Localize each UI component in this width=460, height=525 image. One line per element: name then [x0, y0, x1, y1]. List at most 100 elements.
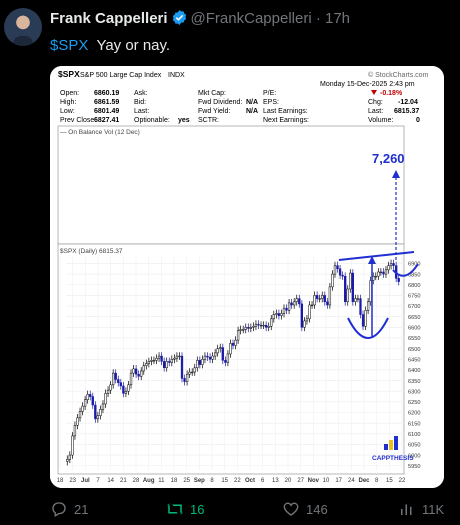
author-handle[interactable]: @FrankCappelleri: [190, 10, 312, 27]
candle-body: [285, 307, 288, 311]
candle-body: [392, 263, 395, 266]
candle-body: [295, 298, 298, 303]
y-tick-label: 6200: [408, 411, 420, 417]
candle-body: [236, 330, 240, 341]
cashtag-link[interactable]: $SPX: [50, 37, 89, 54]
candle-body: [196, 360, 199, 369]
candle-body: [173, 357, 176, 360]
handle-curve: [392, 263, 419, 277]
y-tick-label: 6350: [408, 379, 420, 385]
candle-body: [76, 417, 79, 426]
candle-body: [165, 361, 168, 369]
candle-body: [336, 265, 339, 270]
y-tick-label: 6000: [408, 453, 420, 459]
low-value: 6801.49: [94, 108, 119, 115]
candle-body: [137, 373, 140, 377]
candle-body: [211, 355, 214, 360]
candle-body: [275, 313, 278, 315]
candle-body: [163, 361, 166, 369]
y-tick-label: 6850: [408, 272, 420, 278]
sctr-label: SCTR:: [198, 117, 219, 124]
candle-body: [117, 379, 120, 383]
candle-body: [109, 384, 112, 391]
y-tick-label: 6250: [408, 400, 420, 406]
candle-body: [231, 343, 235, 346]
author-name[interactable]: Frank Cappelleri: [50, 10, 168, 27]
candle-body: [382, 271, 385, 275]
y-tick-label: 6650: [408, 315, 420, 321]
candle-body: [318, 298, 321, 300]
views-bar-chart-icon: [401, 504, 412, 515]
candle-body: [224, 360, 227, 363]
candle-body: [333, 265, 337, 275]
x-tick-label: 8: [210, 478, 214, 484]
candle-body: [229, 343, 232, 355]
x-tick-label: 6: [261, 478, 265, 484]
x-tick-label: Sep: [194, 478, 205, 484]
candle-body: [129, 372, 133, 386]
candle-body: [216, 348, 219, 354]
reply-button[interactable]: 21: [50, 500, 88, 518]
candle-body: [303, 320, 306, 328]
candle-body: [326, 301, 329, 306]
views-button[interactable]: 11K: [398, 500, 444, 518]
candle-body: [277, 313, 281, 316]
candle-body: [244, 327, 247, 330]
high-label: High:: [60, 99, 76, 106]
avatar[interactable]: [4, 8, 42, 46]
candle-body: [387, 265, 390, 271]
x-tick-label: 11: [158, 478, 165, 484]
y-tick-label: 6600: [408, 326, 420, 332]
fwd-yield-label: Fwd Yield:: [198, 108, 230, 115]
candle-body: [160, 355, 163, 362]
x-tick-label: 14: [107, 478, 114, 484]
candle-body: [282, 307, 286, 314]
x-tick-label: 21: [120, 478, 127, 484]
optionable-value: yes: [178, 117, 190, 124]
optionable-label: Optionable:: [134, 117, 170, 124]
candle-body: [374, 275, 377, 278]
y-tick-label: 6050: [408, 443, 420, 449]
candle-body: [127, 384, 130, 392]
like-button[interactable]: 146: [282, 500, 328, 518]
fwd-yield-value: N/A: [246, 108, 258, 115]
candle-body: [68, 454, 71, 460]
candle-body: [191, 371, 194, 374]
candle-body: [81, 405, 84, 412]
y-tick-label: 6400: [408, 368, 420, 374]
capp-thesis-logo: CAPPTHESIS: [372, 436, 414, 462]
repost-button[interactable]: 16: [166, 500, 204, 518]
candle-body: [188, 371, 191, 375]
stock-chart: $SPX S&P 500 Large Cap Index INDX © Stoc…: [50, 66, 444, 488]
candle-body: [99, 409, 102, 416]
candle-body: [152, 360, 156, 362]
chart-image[interactable]: $SPX S&P 500 Large Cap Index INDX © Stoc…: [50, 66, 444, 488]
candle-body: [257, 323, 260, 326]
reply-icon: [52, 502, 66, 517]
candle-body: [247, 327, 250, 329]
candle-body: [142, 365, 145, 372]
y-tick-label: 6550: [408, 336, 420, 342]
candle-body: [134, 368, 138, 375]
pattern-annotations: 7,260: [338, 151, 419, 339]
candle-body: [234, 339, 237, 346]
candle-body: [262, 324, 265, 327]
last-label: Last:: [134, 108, 149, 115]
candle-body: [112, 372, 115, 386]
x-tick-label: 22: [234, 478, 241, 484]
candle-body: [300, 303, 303, 328]
candle-body: [305, 318, 309, 322]
candle-body: [86, 394, 89, 400]
change-percent: -0.18%: [380, 90, 403, 97]
like-count: 146: [306, 501, 328, 517]
candle-body: [254, 323, 258, 327]
candle-body: [249, 327, 252, 329]
y-tick-label: 6500: [408, 347, 420, 353]
x-tick-label: Nov: [308, 478, 320, 484]
eps-label: EPS:: [263, 99, 279, 106]
candle-body: [359, 298, 362, 315]
x-tick-label: 7: [96, 478, 100, 484]
candle-body: [384, 269, 388, 275]
heart-icon: [283, 502, 299, 516]
timestamp[interactable]: 17h: [325, 10, 351, 27]
